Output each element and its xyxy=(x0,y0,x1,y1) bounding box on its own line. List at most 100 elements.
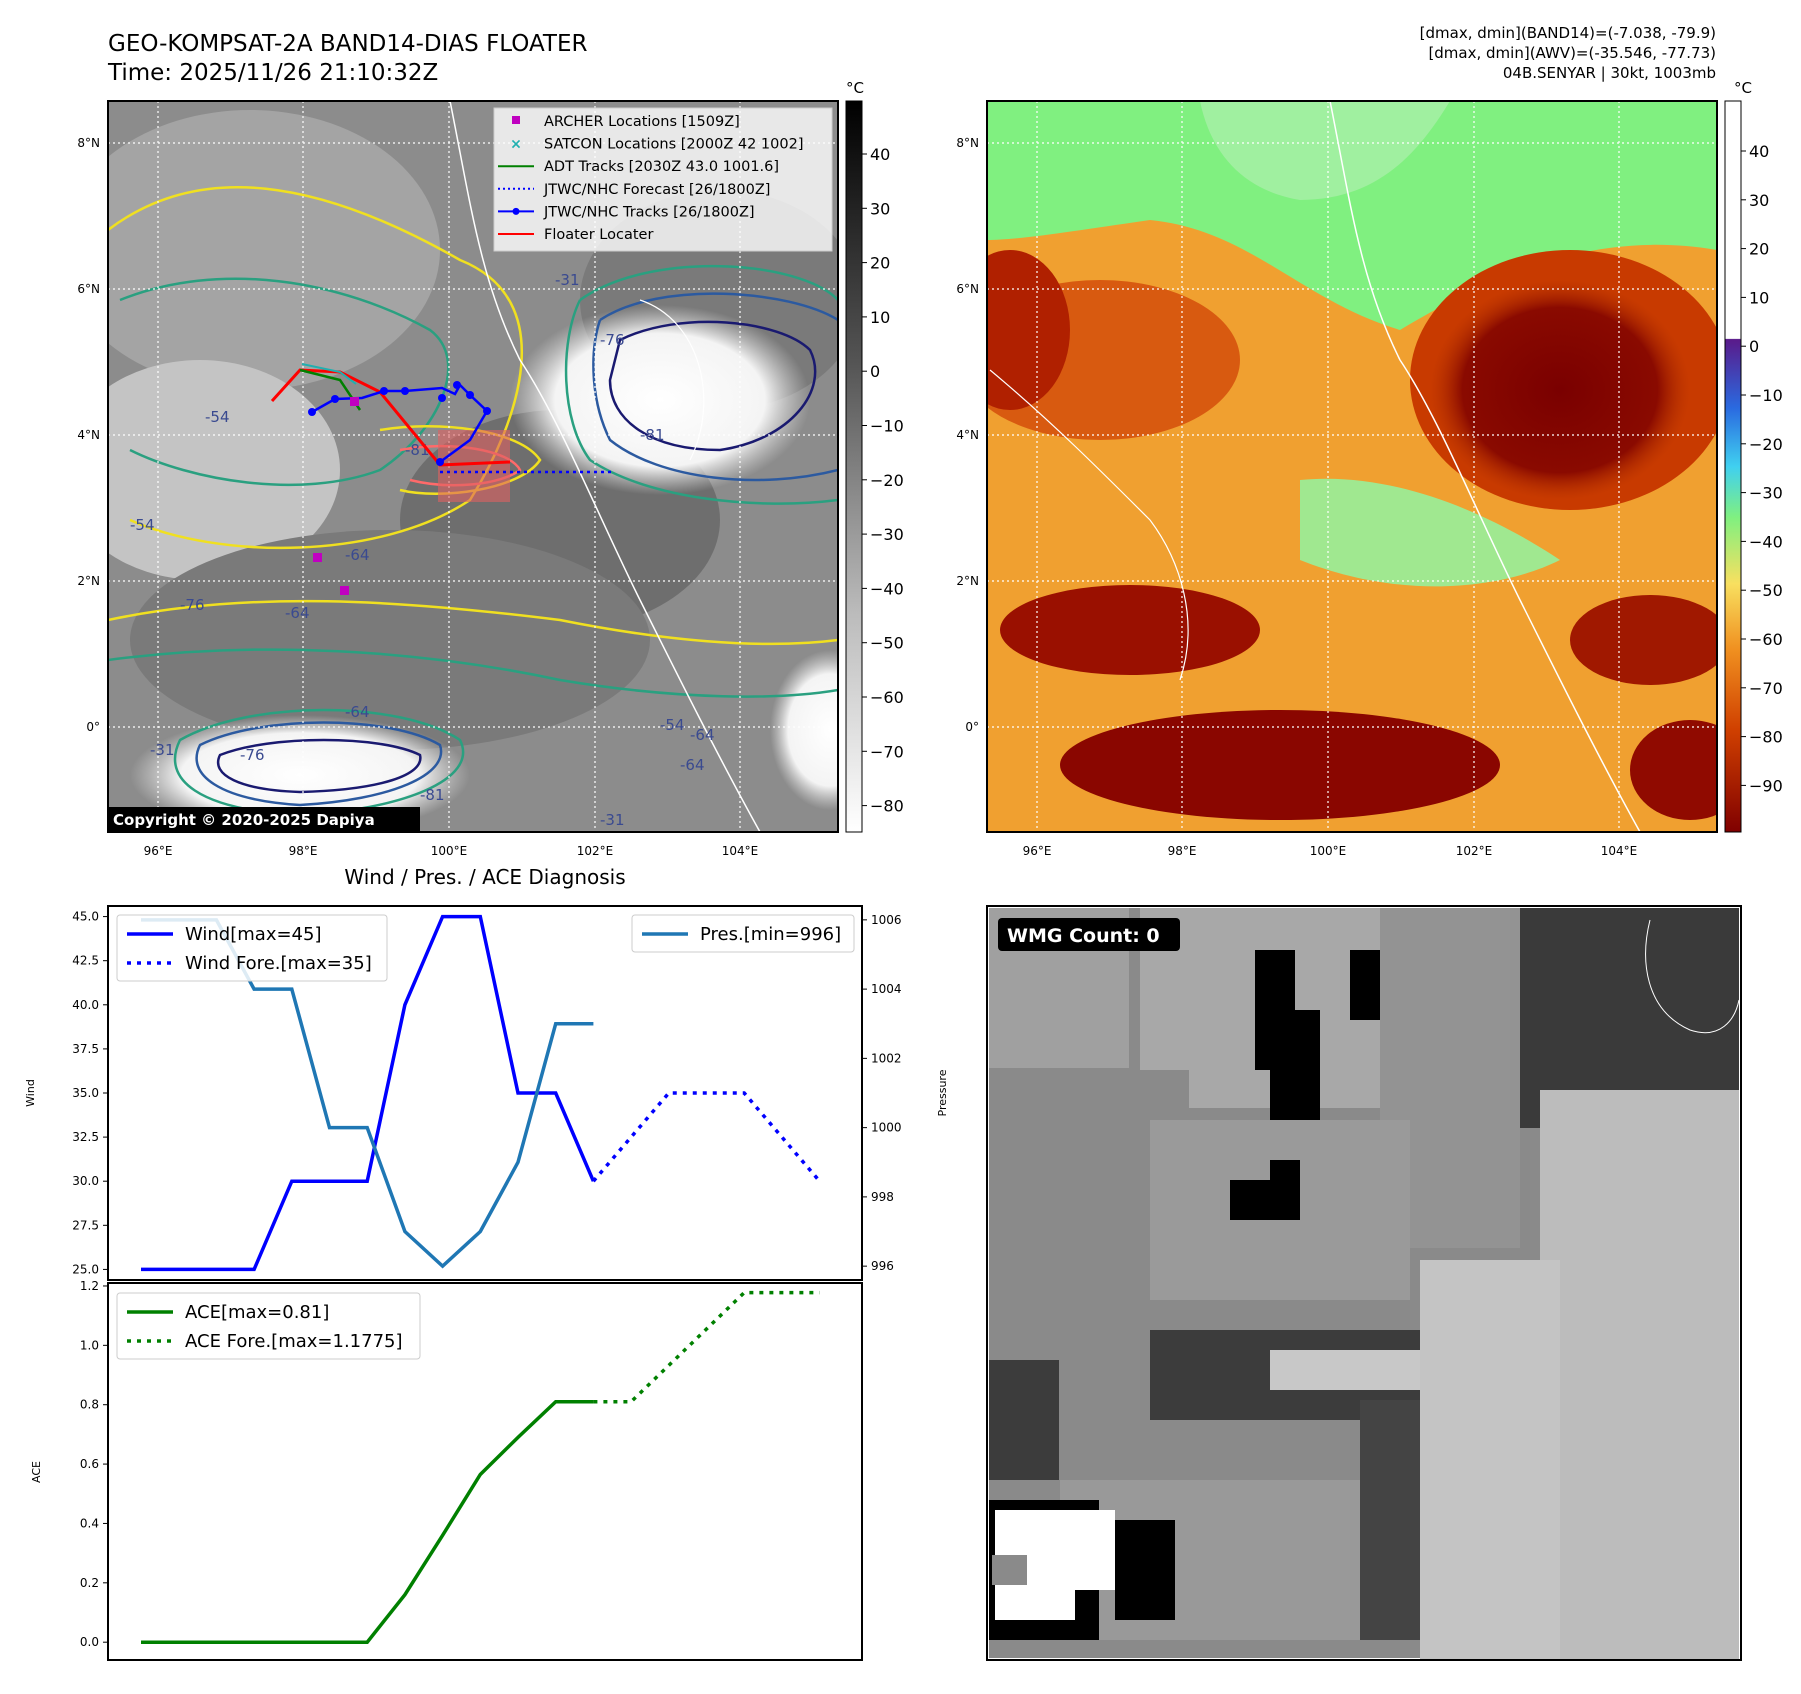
svg-text:ADT Tracks [2030Z 43.0 1001.6]: ADT Tracks [2030Z 43.0 1001.6] xyxy=(544,159,779,175)
colorbar-tick-label: 30 xyxy=(870,199,890,218)
pressure-tick-label: 1004 xyxy=(871,982,902,996)
wind-tick-label: 37.5 xyxy=(72,1042,99,1056)
colorbar-tick-label: −10 xyxy=(1749,386,1783,405)
ir-legend-item: ADT Tracks [2030Z 43.0 1001.6] xyxy=(498,159,779,175)
ace-tick-label: 0.6 xyxy=(80,1457,99,1471)
awv-colorbar: °C 40 30 20 10 0 −10 −20 −30 −40 −50 −60 −70 −80 −90 xyxy=(1724,79,1783,833)
colorbar-tick-label: 30 xyxy=(1749,191,1769,210)
ir-lon-label: 102°E xyxy=(577,844,614,858)
pressure-tick-label: 998 xyxy=(871,1190,894,1204)
ir-lat-label: 4°N xyxy=(77,428,100,442)
copyright-text: Copyright © 2020-2025 Dapiya xyxy=(113,811,375,829)
ir-lon-label: 104°E xyxy=(722,844,759,858)
ir-lat-label: 2°N xyxy=(77,574,100,588)
svg-text:Floater Locater: Floater Locater xyxy=(544,227,653,243)
pressure-axis-label: Pressure xyxy=(936,1069,949,1116)
figure-title-line2: Time: 2025/11/26 21:10:32Z xyxy=(107,60,438,86)
series-line xyxy=(593,1290,820,1404)
contour-label: -31 xyxy=(150,741,175,759)
pressure-tick-label: 1006 xyxy=(871,913,902,927)
colorbar-tick-label: −10 xyxy=(870,417,904,436)
series-line xyxy=(141,1399,594,1644)
legend-label: ACE Fore.[max=1.1775] xyxy=(185,1331,403,1352)
awv-lat-label: 8°N xyxy=(956,136,979,150)
colorbar-tick-label: 40 xyxy=(1749,142,1769,161)
info-line-2: [dmax, dmin](AWV)=(-35.546, -77.73) xyxy=(1428,44,1716,62)
legend-label: Wind Fore.[max=35] xyxy=(185,953,372,974)
ir-lat-label: 0° xyxy=(86,720,100,734)
contour-label: -54 xyxy=(130,516,155,534)
awv-lat-label: 0° xyxy=(965,720,979,734)
contour-label: -64 xyxy=(345,546,370,564)
svg-text:JTWC/NHC Tracks [26/1800Z]: JTWC/NHC Tracks [26/1800Z] xyxy=(543,204,755,220)
ace-tick-label: 1.2 xyxy=(80,1279,99,1293)
diagnosis-title: Wind / Pres. / ACE Diagnosis xyxy=(344,865,625,889)
ir-colorbar-unit: °C xyxy=(846,79,864,97)
wind-tick-label: 32.5 xyxy=(72,1130,99,1144)
colorbar-tick-label: −30 xyxy=(1749,484,1783,503)
contour-label: -31 xyxy=(600,811,625,829)
legend-label: Wind[max=45] xyxy=(185,924,322,945)
ir-legend-item: ARCHER Locations [1509Z] xyxy=(512,114,740,130)
awv-lon-label: 100°E xyxy=(1310,844,1347,858)
wind-axis-label: Wind xyxy=(24,1079,37,1107)
contour-label: -54 xyxy=(660,716,685,734)
ir-lat-label: 6°N xyxy=(77,282,100,296)
ir-legend: ARCHER Locations [1509Z] × SATCON Location… xyxy=(493,107,833,252)
colorbar-tick-label: 20 xyxy=(1749,240,1769,259)
awv-lon-label: 96°E xyxy=(1023,844,1052,858)
series-line xyxy=(141,914,596,1272)
colorbar-tick-label: −90 xyxy=(1749,776,1783,795)
figure-title-line1: GEO-KOMPSAT-2A BAND14-DIAS FLOATER xyxy=(108,31,588,57)
awv-colorbar-unit: °C xyxy=(1734,79,1752,97)
contour-label: -64 xyxy=(690,726,715,744)
awv-lon-label: 102°E xyxy=(1456,844,1493,858)
contour-label: -81 xyxy=(420,786,445,804)
wind-tick-label: 42.5 xyxy=(72,954,99,968)
contour-label: -76 xyxy=(180,596,205,614)
wind-tick-label: 27.5 xyxy=(72,1218,99,1232)
ir-lon-label: 98°E xyxy=(289,844,318,858)
awv-lat-label: 6°N xyxy=(956,282,979,296)
awv-lon-label: 98°E xyxy=(1168,844,1197,858)
wmg-count-badge xyxy=(998,918,1180,951)
ir-legend-item: Floater Locater xyxy=(498,227,653,243)
copyright-box xyxy=(108,807,420,832)
ir-lon-label: 96°E xyxy=(144,844,173,858)
colorbar-tick-label: −50 xyxy=(1749,581,1783,600)
colorbar-tick-label: 0 xyxy=(870,362,880,381)
awv-map-panel xyxy=(986,100,1718,833)
contour-label: -64 xyxy=(285,604,310,622)
ace-tick-label: 0.2 xyxy=(80,1576,99,1590)
ir-legend-item: × SATCON Locations [2000Z 42 1002] xyxy=(510,137,803,153)
ace-chart: 1.2 1.0 0.8 0.6 0.4 0.2 0.0 ACE ACE[max=0.81] A… xyxy=(30,1279,863,1661)
ir-lon-label: 100°E xyxy=(431,844,468,858)
contour-label: -64 xyxy=(345,703,370,721)
wind-tick-label: 30.0 xyxy=(72,1174,99,1188)
ace-tick-label: 0.8 xyxy=(80,1398,99,1412)
ir-legend-item: JTWC/NHC Tracks [26/1800Z] xyxy=(498,204,755,220)
pressure-tick-label: 996 xyxy=(871,1259,894,1273)
colorbar-tick-label: −60 xyxy=(870,688,904,707)
ace-tick-label: 0.4 xyxy=(80,1516,99,1530)
colorbar-tick-label: −50 xyxy=(870,634,904,653)
svg-text:ARCHER Locations [1509Z]: ARCHER Locations [1509Z] xyxy=(544,114,740,130)
wind-tick-label: 25.0 xyxy=(72,1262,99,1276)
series-line xyxy=(592,1091,821,1183)
colorbar-tick-label: 20 xyxy=(870,254,890,273)
awv-lon-label: 104°E xyxy=(1601,844,1638,858)
contour-label: -31 xyxy=(555,271,580,289)
colorbar-tick-label: −80 xyxy=(1749,728,1783,747)
ir-map-panel: -76-81-54-64-31-76 -64-81-54-64-31 -76-64-… xyxy=(107,100,839,833)
ir-colorbar: °C 40 30 20 10 0 −10 −20 −30 −40 −50 −60 −70 −80 xyxy=(845,79,904,833)
svg-text:SATCON Locations [2000Z 42 100: SATCON Locations [2000Z 42 1002] xyxy=(544,137,803,153)
colorbar-tick-label: −20 xyxy=(1749,435,1783,454)
svg-text:×: × xyxy=(510,137,522,153)
contour-label: -76 xyxy=(240,746,265,764)
awv-lat-label: 2°N xyxy=(956,574,979,588)
colorbar-tick-label: −70 xyxy=(870,742,904,761)
colorbar-tick-label: 10 xyxy=(870,308,890,327)
contour-label: -81 xyxy=(640,426,665,444)
wind-tick-label: 45.0 xyxy=(72,910,99,924)
